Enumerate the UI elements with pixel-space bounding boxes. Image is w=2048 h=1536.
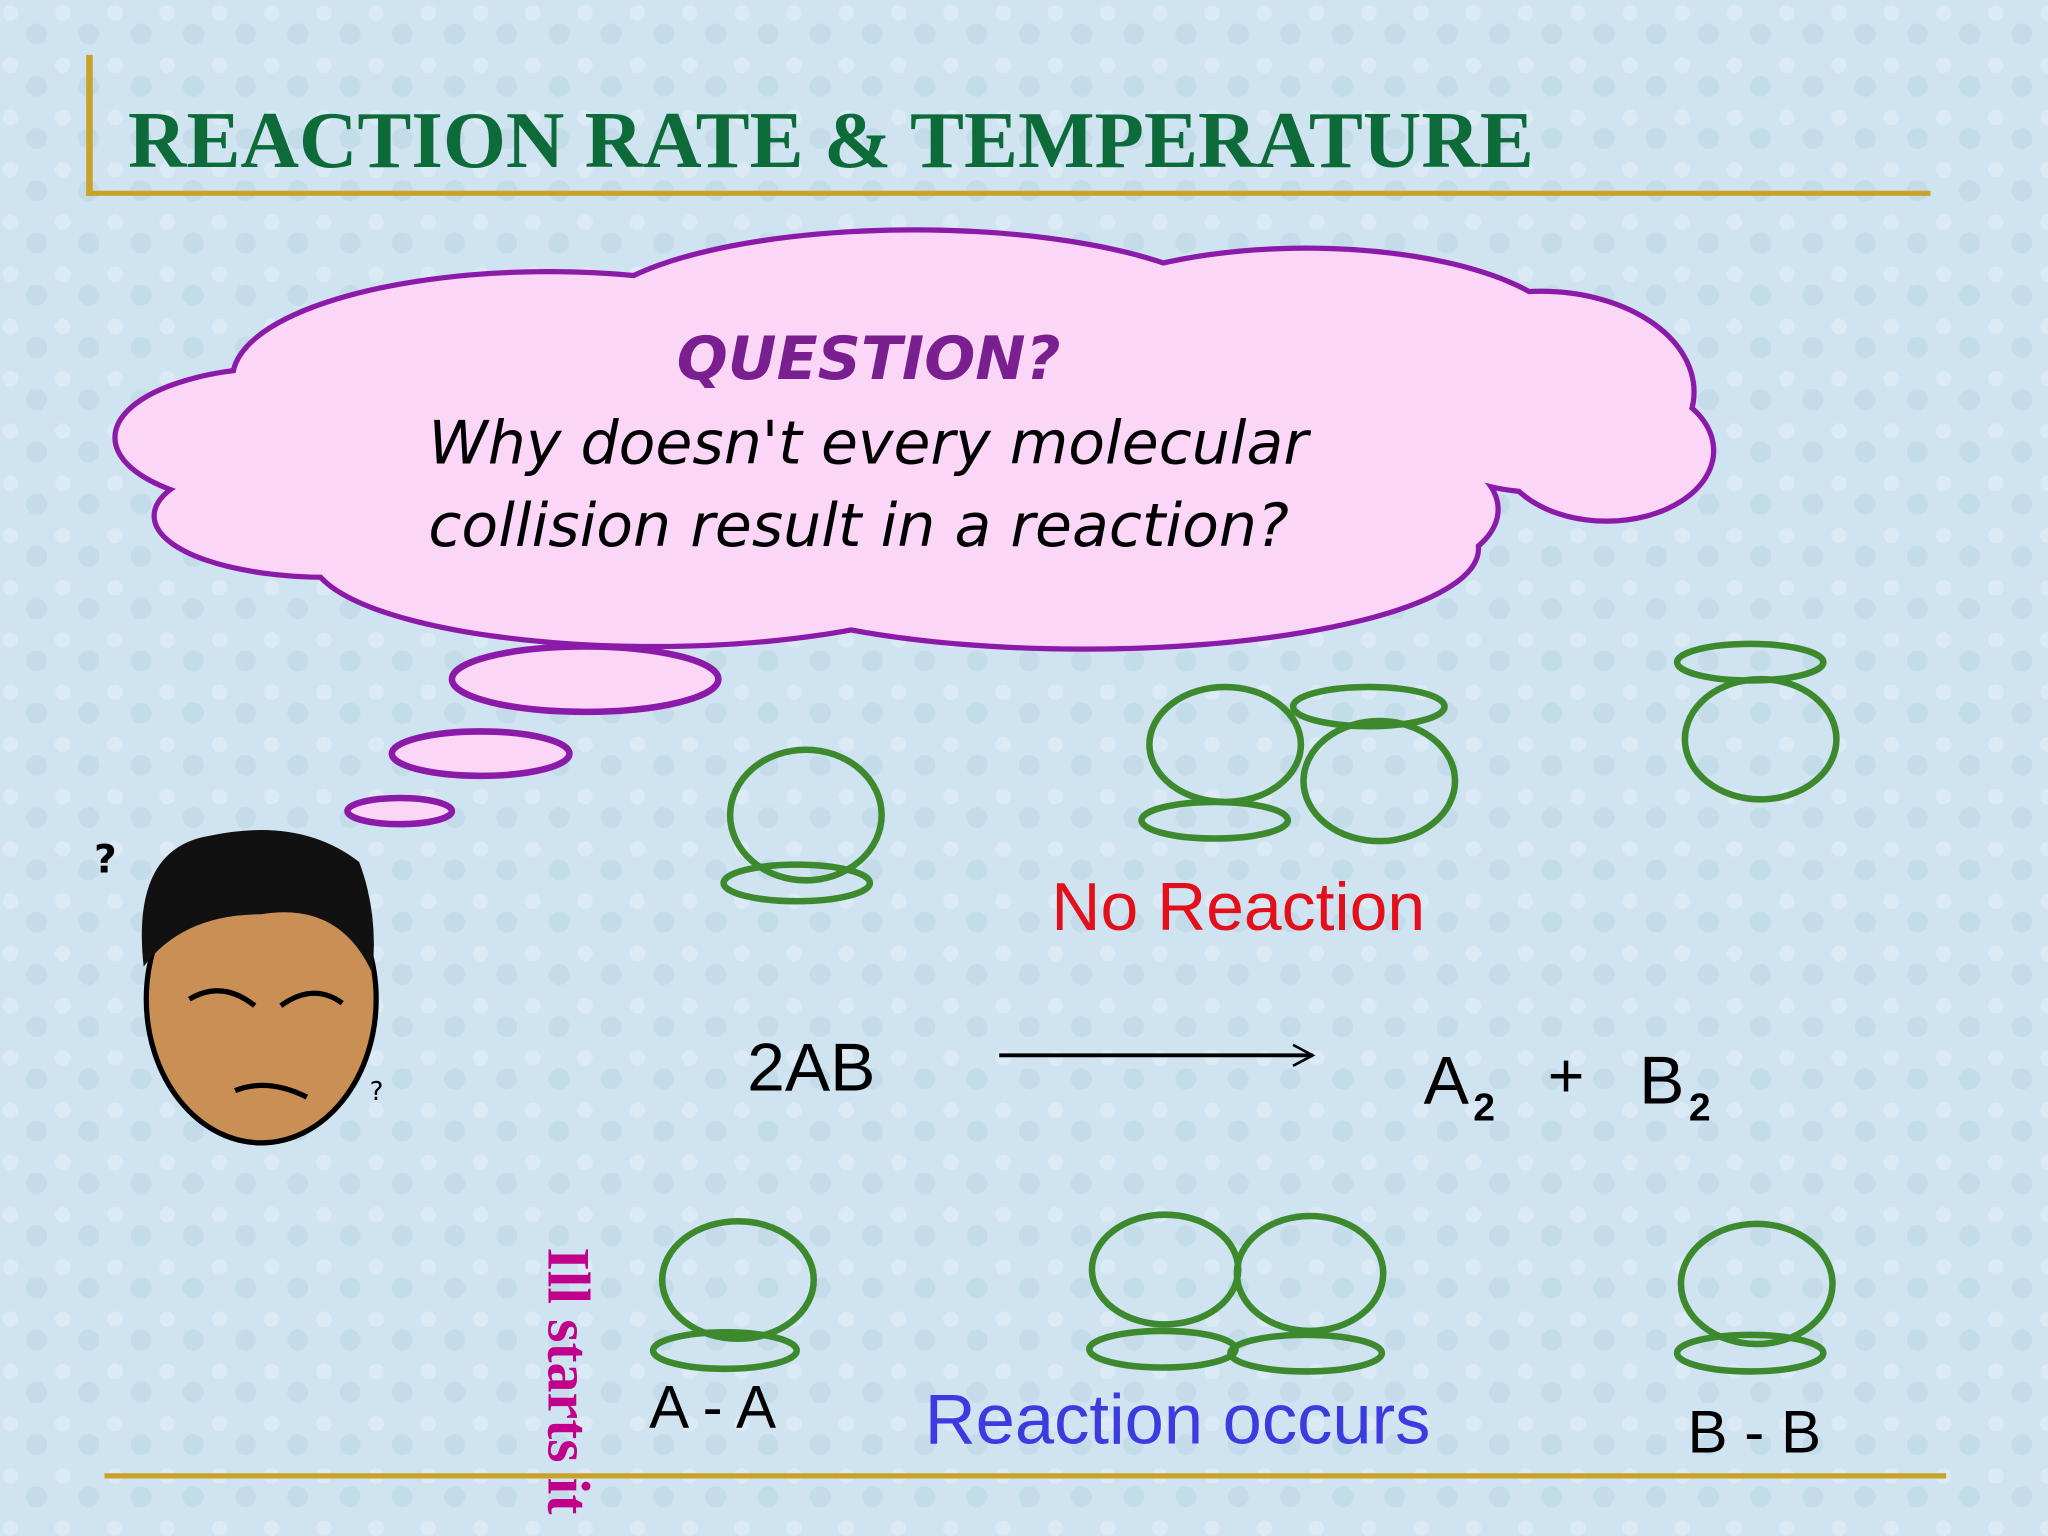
face: ? ? [94, 830, 384, 1146]
svg-text:?: ? [94, 837, 117, 882]
plus: + [1548, 1041, 1585, 1111]
subscript: 2 [1689, 1087, 1711, 1130]
svg-text:?: ? [370, 1077, 384, 1107]
product: A [1424, 1044, 1470, 1119]
arrow-head [1292, 1043, 1316, 1067]
molecules [649, 640, 1840, 1375]
subscript: 2 [1473, 1087, 1495, 1130]
reactant: 2AB [747, 1031, 875, 1106]
reaction-occurs: Reaction occurs [925, 1379, 1431, 1458]
cloud [118, 232, 1717, 646]
question-heading: QUESTION? [677, 324, 1061, 394]
thought-bubbles [344, 643, 722, 828]
question-line: Why doesn't every molecular [428, 409, 1311, 479]
no-reaction: No Reaction [1051, 870, 1425, 945]
side-text: Ill starts it [536, 1247, 603, 1514]
molecule-label: B - B [1688, 1398, 1822, 1465]
product: B [1639, 1044, 1684, 1119]
title-bar [86, 54, 93, 196]
question-line: collision result in a reaction? [428, 491, 1288, 561]
title: REACTION RATE & TEMPERATURE [128, 95, 1534, 185]
molecule-label: A - A [649, 1374, 776, 1441]
